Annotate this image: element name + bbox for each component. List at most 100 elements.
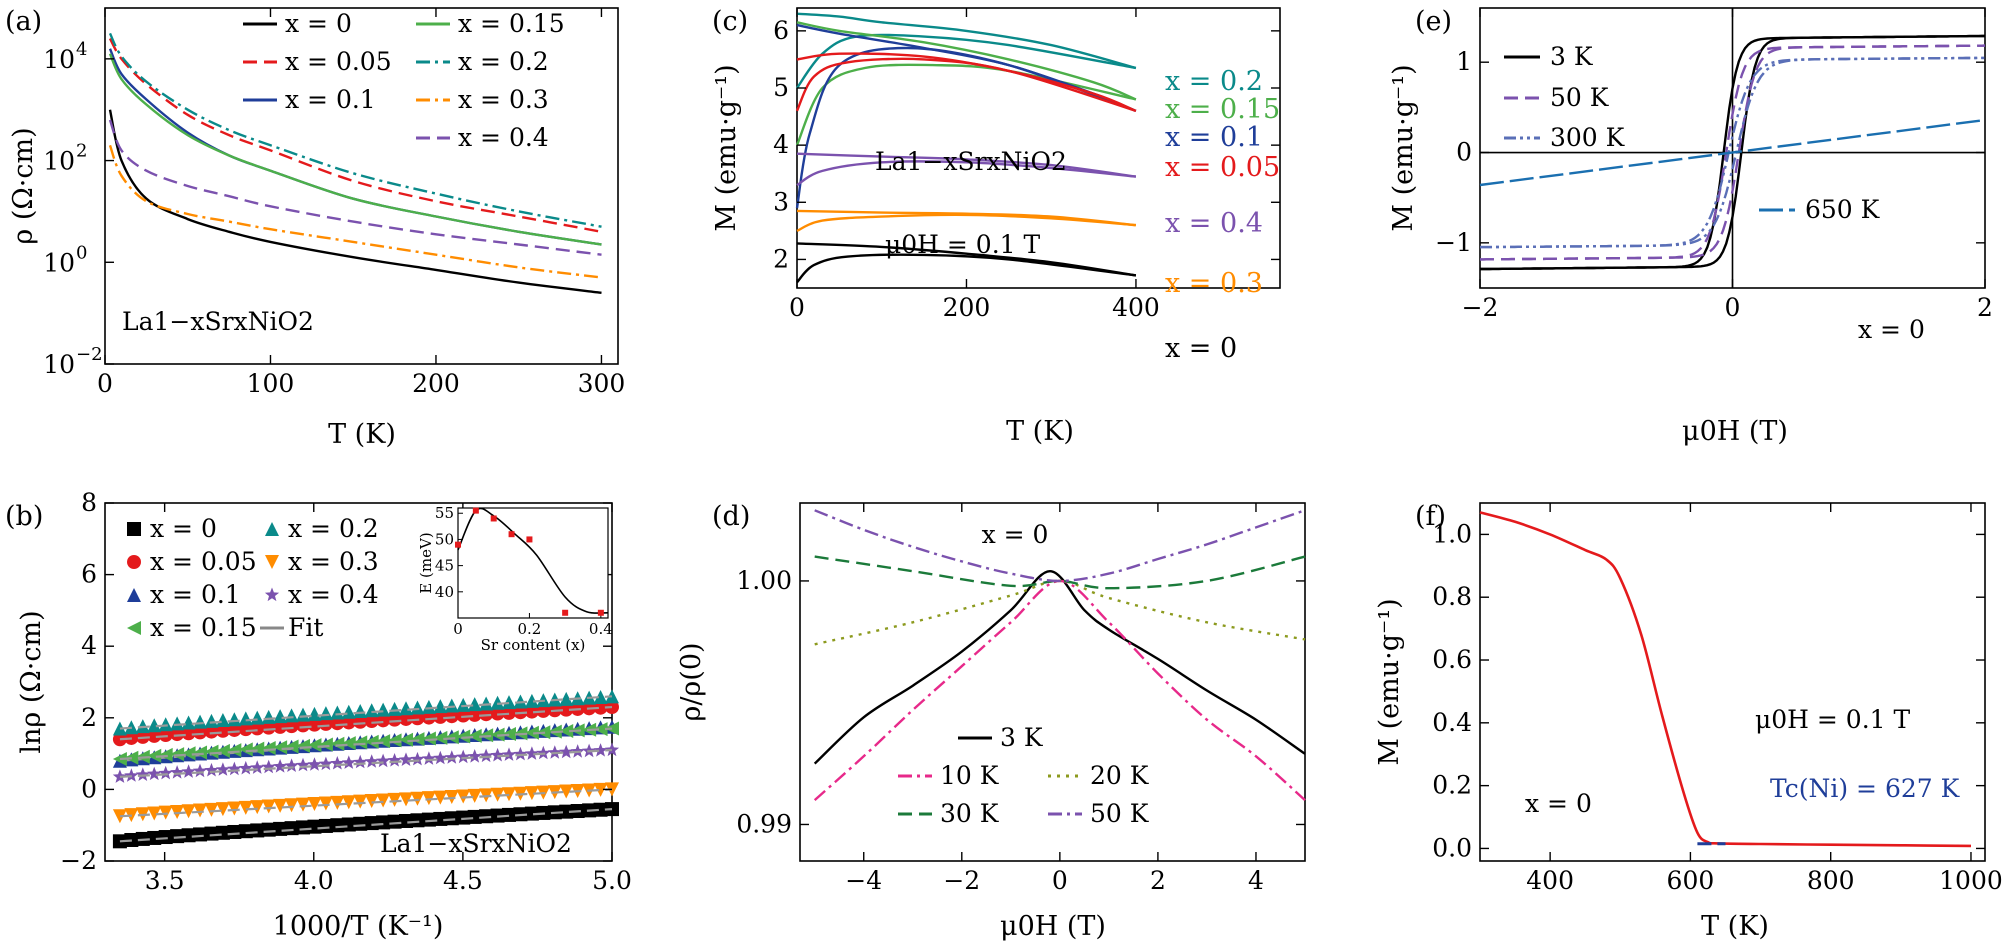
marker	[387, 814, 402, 829]
inset-point	[490, 515, 497, 522]
marker	[204, 724, 219, 739]
marker	[181, 715, 196, 730]
marker	[524, 704, 539, 719]
marker	[250, 721, 265, 736]
marker	[215, 713, 230, 728]
x-tick-label: 100	[247, 369, 295, 398]
panel-label: (d)	[712, 501, 750, 532]
marker	[376, 702, 391, 717]
marker	[353, 754, 368, 769]
marker	[127, 522, 141, 536]
series-line	[108, 37, 602, 233]
x-tick-label: 200	[412, 369, 460, 398]
y-axis-label: M (emu·g⁻¹)	[711, 64, 742, 231]
marker	[559, 702, 574, 717]
marker	[330, 818, 345, 833]
marker	[273, 740, 288, 755]
marker	[264, 587, 280, 602]
marker	[444, 790, 459, 805]
marker	[261, 709, 276, 724]
legend-label: x = 0.2	[288, 514, 379, 543]
x-axis-label: T (K)	[1006, 416, 1074, 447]
series-line	[108, 53, 602, 246]
marker	[204, 744, 219, 759]
marker	[421, 812, 436, 827]
marker	[135, 767, 150, 781]
y-tick-label: 3	[773, 187, 789, 216]
panel-label: (c)	[712, 6, 748, 37]
marker	[376, 734, 391, 749]
legend-label: x = 0.05	[150, 547, 257, 576]
marker	[181, 828, 196, 843]
series-line-upper	[796, 242, 1137, 277]
y-tick-label: 4	[773, 130, 789, 159]
marker	[330, 795, 345, 810]
marker	[593, 722, 608, 737]
x-axis-label: T (K)	[1701, 911, 1769, 942]
x-axis-label: 1000/T (K⁻¹)	[273, 911, 444, 942]
marker	[307, 797, 322, 812]
inset-point	[562, 609, 569, 616]
marker	[295, 757, 311, 772]
inset-y-tick-label: 50	[435, 530, 454, 548]
marker	[524, 786, 539, 801]
marker	[559, 744, 574, 759]
marker	[227, 824, 242, 839]
marker	[124, 768, 139, 782]
marker	[261, 720, 276, 735]
marker	[376, 793, 391, 808]
marker	[170, 727, 185, 742]
marker	[341, 704, 356, 719]
y-tick-label: 8	[81, 488, 97, 517]
x-axis-label: T (K)	[328, 419, 396, 450]
marker	[273, 798, 288, 813]
marker	[559, 691, 574, 706]
marker	[227, 743, 242, 758]
annotation: x = 0	[1525, 789, 1592, 818]
inset-x-tick-label: 0.4	[589, 620, 613, 638]
y-tick-label: 0.8	[1432, 582, 1472, 611]
y-axis-label: ρ/ρ(0)	[676, 642, 707, 721]
marker	[318, 706, 333, 721]
fit-line	[119, 748, 613, 778]
y-axis-label: M (emu·g⁻¹)	[1374, 598, 1405, 765]
marker	[238, 800, 253, 815]
marker	[559, 804, 574, 819]
marker	[593, 689, 608, 704]
marker	[467, 749, 482, 763]
series-line-lower	[795, 46, 1137, 209]
panel-e: −2 0 2 −1 0 1 M (emu·g⁻¹) μ0H (T) (e) x = 0 3 K 50 …	[1388, 6, 1993, 447]
y-tick-label: 6	[773, 16, 789, 45]
marker	[376, 753, 391, 768]
marker	[273, 709, 288, 724]
fit-line	[119, 705, 613, 741]
marker	[353, 794, 368, 809]
marker	[410, 711, 425, 726]
inset-point	[508, 531, 515, 538]
x-tick-label: 4.0	[294, 866, 334, 895]
series-line	[108, 144, 602, 279]
series-line-upper	[796, 12, 1137, 70]
annotation: La1−xSrxNiO2	[380, 829, 572, 858]
marker	[593, 700, 608, 715]
marker	[204, 802, 219, 817]
marker	[193, 803, 208, 818]
marker	[296, 707, 311, 722]
legend-label: x = 0.4	[288, 580, 379, 609]
annotation: μ0H = 0.1 T	[1755, 705, 1911, 734]
series-line	[813, 569, 1306, 765]
marker	[444, 811, 459, 826]
marker	[399, 732, 414, 747]
marker	[181, 726, 196, 741]
inset-x-label: Sr content (x)	[481, 636, 586, 654]
marker	[376, 713, 391, 728]
x-tick-label: −2	[943, 866, 980, 895]
x-axis-label: μ0H (T)	[1000, 911, 1106, 942]
x-tick-label: 0	[97, 369, 113, 398]
marker	[387, 712, 402, 727]
marker	[273, 719, 288, 734]
marker	[265, 555, 279, 569]
y-tick-label: 5	[773, 73, 789, 102]
series-line	[813, 579, 1306, 801]
series-line	[108, 109, 602, 294]
